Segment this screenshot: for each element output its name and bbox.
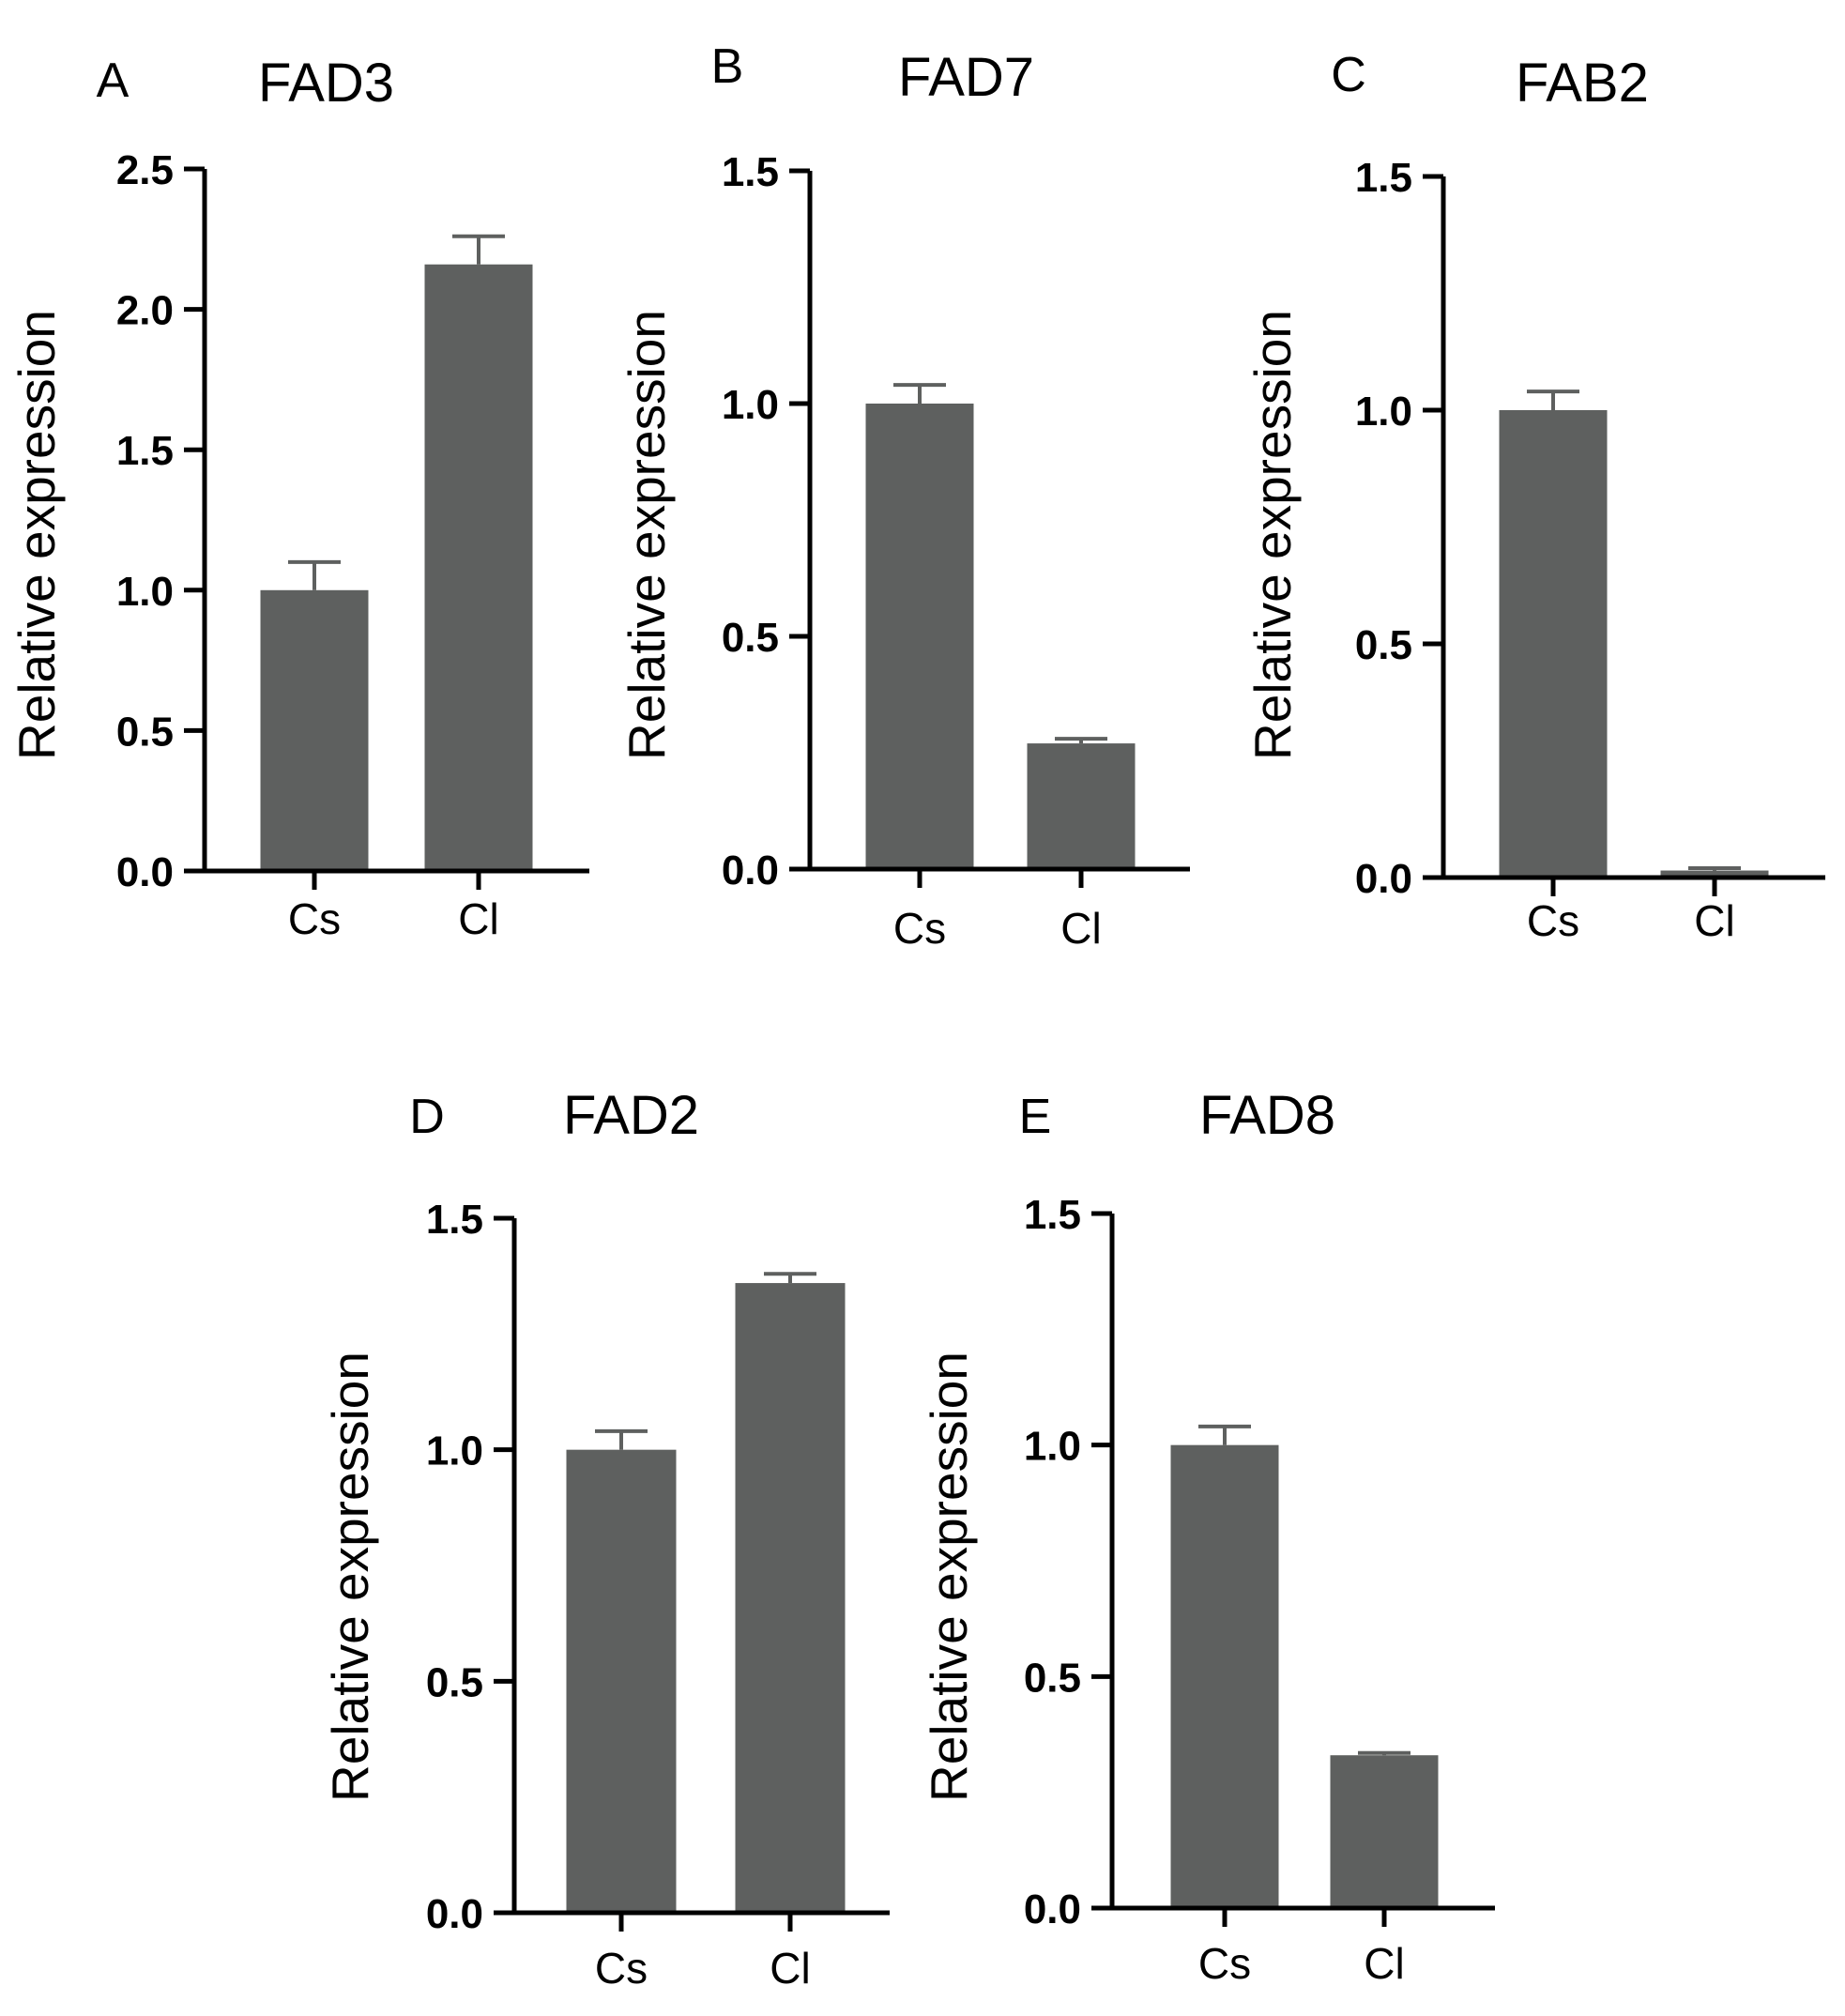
panel-letter-a: A (97, 53, 130, 108)
chart-title-b: FAD7 (898, 47, 1034, 108)
y-axis-label-b: Relative expression (618, 310, 676, 760)
x-tick-label-cs-a: Cs (288, 894, 341, 943)
panel-letter-b: B (711, 39, 744, 94)
y-axis-label-d: Relative expression (321, 1352, 379, 1802)
y-tick-label-d: 0.0 (426, 1891, 483, 1937)
chart-title-d: FAD2 (563, 1085, 699, 1146)
x-tick-label-cs-e: Cs (1198, 1939, 1251, 1988)
y-tick-label-b: 0.5 (722, 615, 779, 661)
y-tick-label-a: 1.0 (116, 569, 174, 615)
panel-letter-d: D (409, 1090, 445, 1144)
y-tick-label-a: 2.0 (116, 288, 174, 334)
x-tick-label-cl-a: Cl (458, 894, 498, 943)
y-axis-label-a: Relative expression (8, 310, 66, 760)
y-tick-label-c: 0.5 (1355, 622, 1412, 668)
y-tick-label-a: 0.5 (116, 709, 174, 755)
bar-cs-b (865, 404, 974, 869)
bar-cl-e (1330, 1755, 1439, 1908)
y-tick-label-a: 0.0 (116, 849, 174, 895)
panel-letter-c: C (1331, 48, 1366, 102)
y-axis-label-e: Relative expression (920, 1352, 978, 1802)
bar-cs-a (260, 589, 369, 871)
bar-cl-c (1660, 870, 1769, 878)
y-tick-label-e: 1.5 (1024, 1192, 1081, 1238)
panel-e: E FAD8 Relative expression 0.0 0.5 1.0 1.5 Cs Cl (920, 1085, 1495, 1988)
y-tick-label-b: 1.0 (722, 382, 779, 428)
bar-cs-c (1499, 410, 1608, 878)
y-tick-label-c: 1.0 (1355, 389, 1412, 435)
y-tick-label-a: 2.5 (116, 147, 174, 193)
y-tick-label-d: 1.5 (426, 1197, 483, 1243)
y-tick-label-b: 0.0 (722, 848, 779, 893)
y-axis-label-c: Relative expression (1243, 310, 1302, 760)
y-tick-label-e: 0.0 (1024, 1886, 1081, 1932)
y-tick-label-a: 1.5 (116, 428, 174, 474)
chart-title-a: FAD3 (258, 53, 394, 114)
x-tick-label-cs-c: Cs (1527, 896, 1579, 945)
panel-a: A FAD3 Relative expression 0.0 0.5 1.0 1.5 2.0 2… (8, 53, 589, 943)
bar-cl-d (735, 1283, 846, 1913)
y-tick-label-b: 1.5 (722, 149, 779, 195)
x-tick-label-cl-b: Cl (1060, 904, 1101, 953)
x-tick-label-cs-b: Cs (893, 904, 946, 953)
y-tick-label-e: 1.0 (1024, 1424, 1081, 1470)
x-tick-label-cl-d: Cl (770, 1944, 810, 1993)
y-tick-label-e: 0.5 (1024, 1655, 1081, 1701)
x-tick-label-cl-e: Cl (1364, 1939, 1404, 1988)
panel-b: B FAD7 Relative expression 0.0 0.5 1.0 1.5 Cs Cl (618, 39, 1190, 953)
bar-cl-b (1027, 743, 1136, 869)
panel-c: C FAB2 Relative expression 0.0 0.5 1.0 1.5 Cs Cl (1243, 48, 1825, 945)
bar-cs-d (566, 1449, 677, 1913)
panel-d: D FAD2 Relative expression 0.0 0.5 1.0 1.5 Cs Cl (321, 1085, 890, 1993)
x-tick-label-cl-c: Cl (1694, 896, 1734, 945)
y-tick-label-c: 0.0 (1355, 856, 1412, 902)
chart-title-c: FAB2 (1516, 53, 1649, 114)
y-tick-label-d: 1.0 (426, 1428, 483, 1474)
x-tick-label-cs-d: Cs (595, 1944, 648, 1993)
bar-cs-e (1170, 1444, 1279, 1908)
y-tick-label-c: 1.5 (1355, 155, 1412, 201)
bar-cl-a (424, 264, 533, 871)
panel-letter-e: E (1019, 1090, 1052, 1144)
y-tick-label-d: 0.5 (426, 1659, 483, 1705)
chart-title-e: FAD8 (1199, 1085, 1335, 1146)
